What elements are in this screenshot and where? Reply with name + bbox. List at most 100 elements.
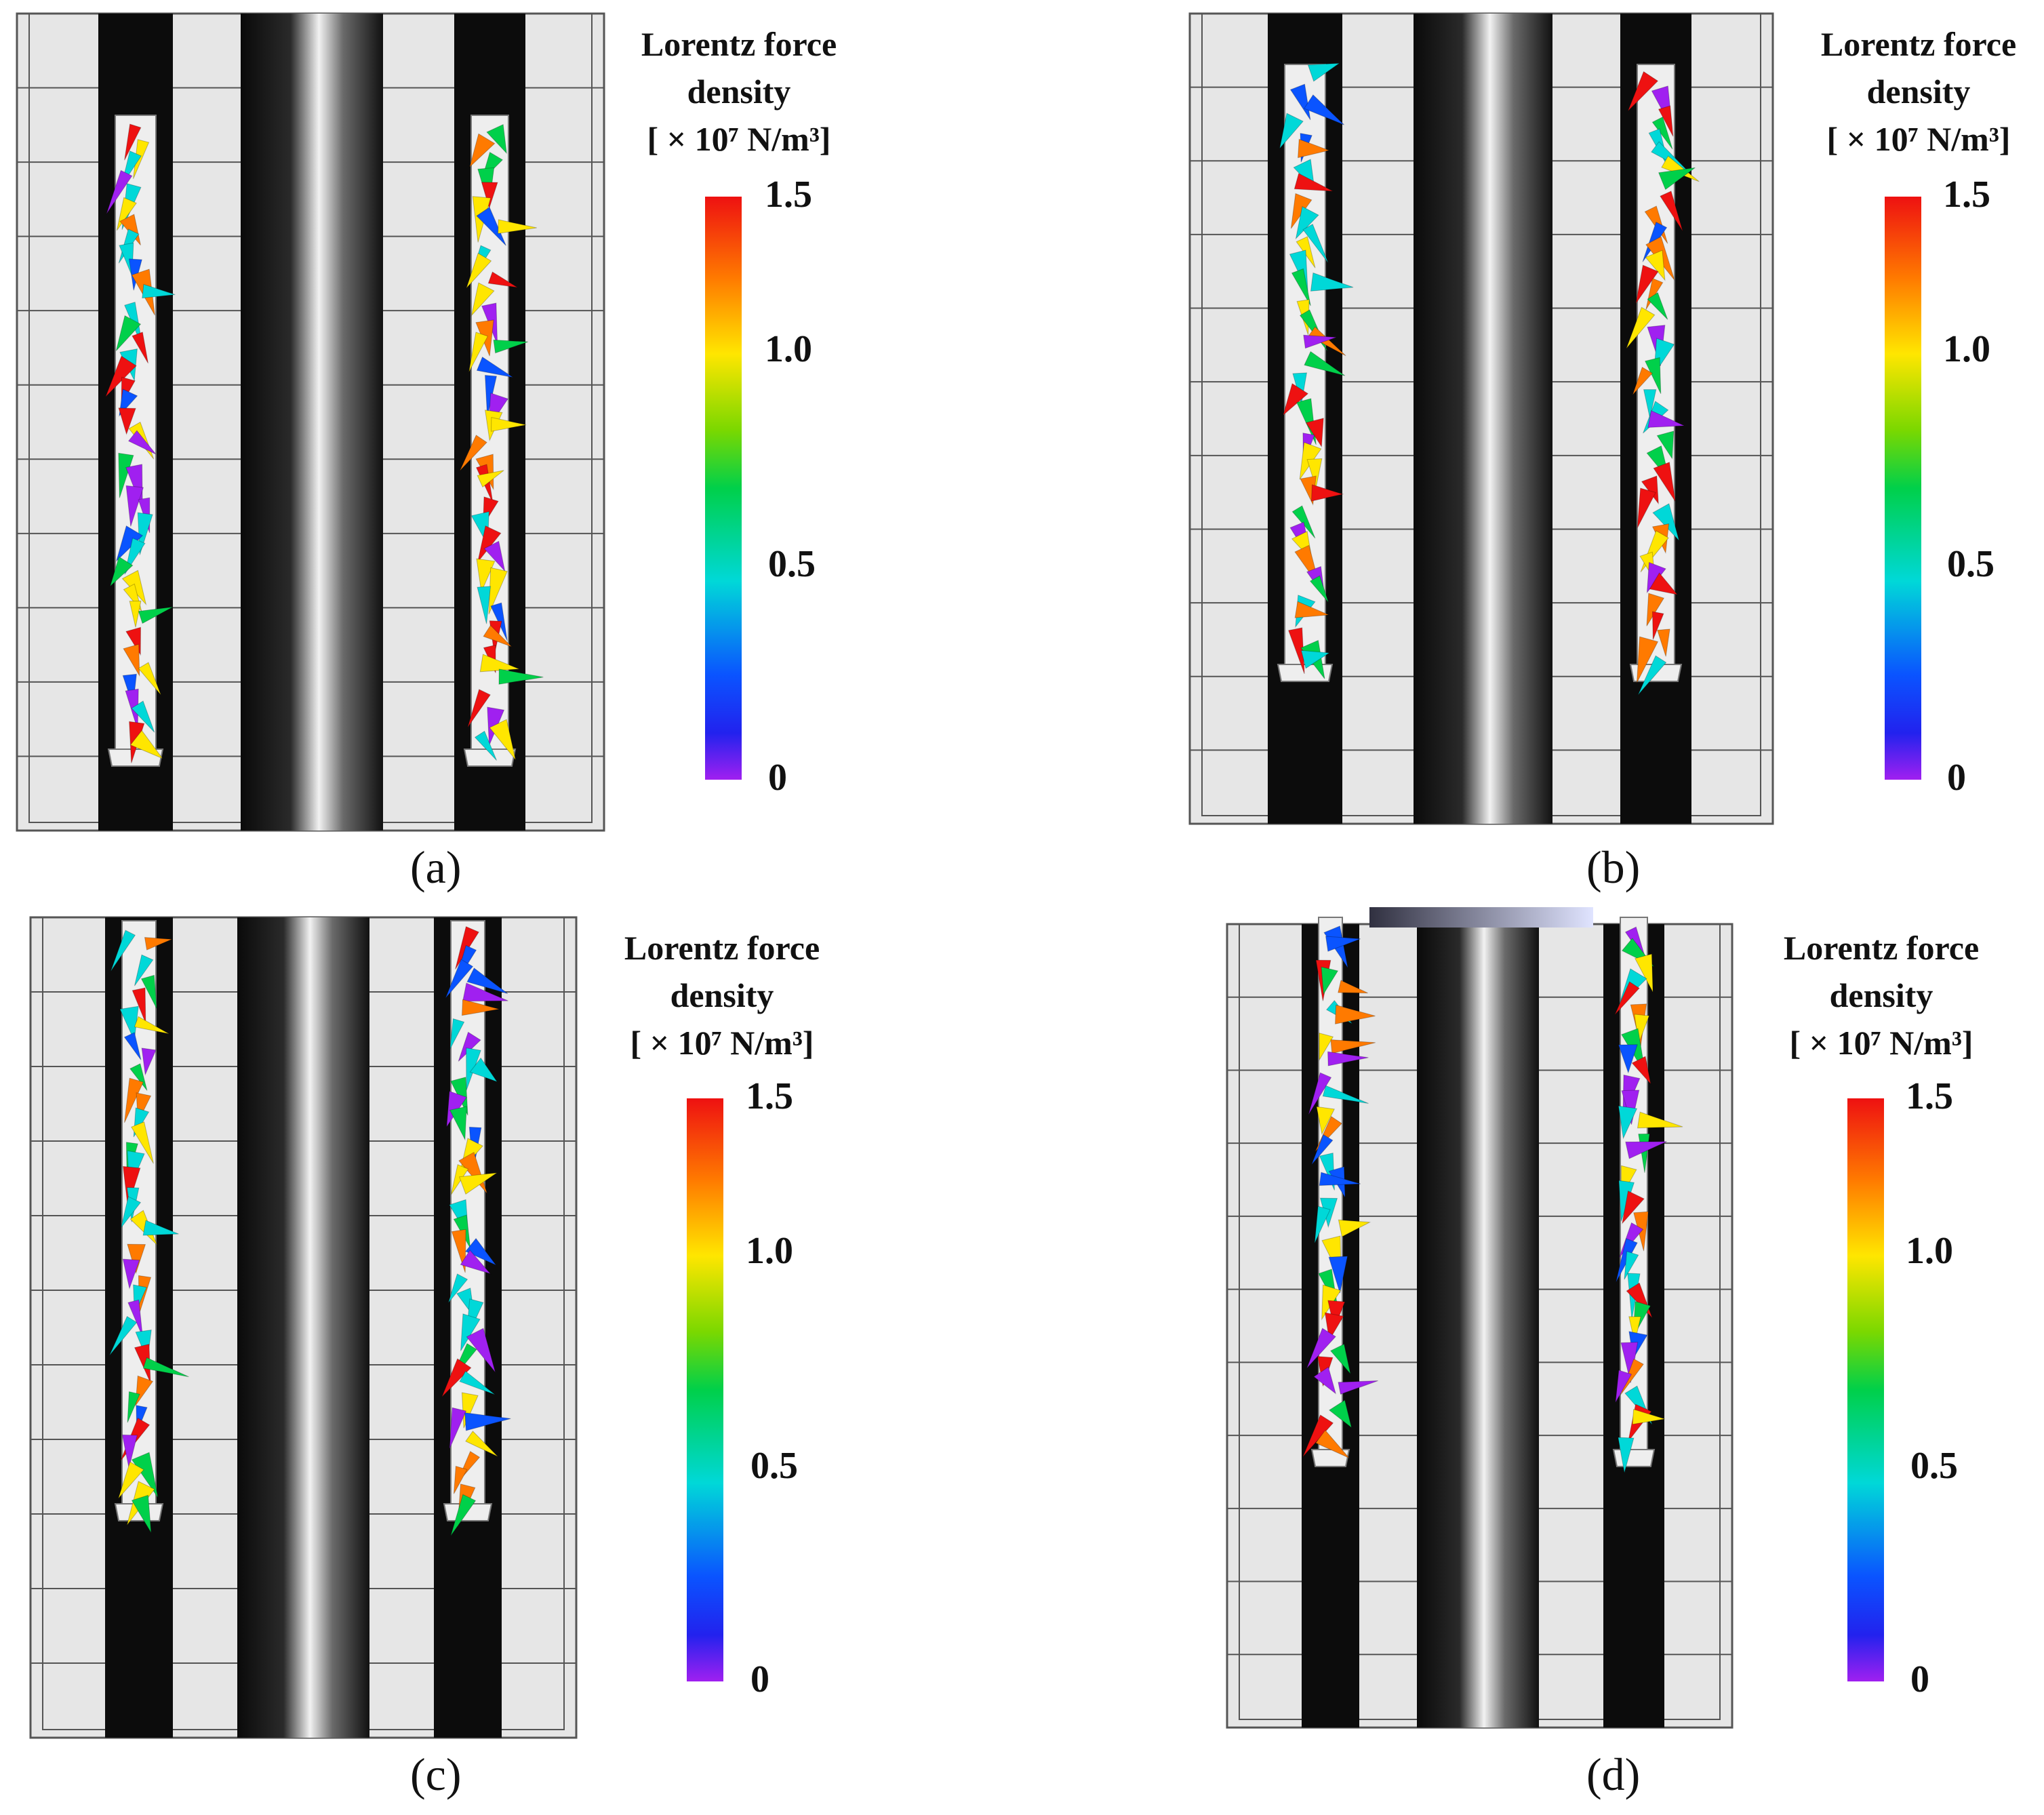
force-arrow xyxy=(1316,1106,1336,1136)
colorbar-tick: 1.0 xyxy=(746,1230,793,1272)
force-arrow xyxy=(1656,431,1675,460)
force-arrow xyxy=(1653,462,1676,502)
force-arrow xyxy=(449,1106,467,1141)
legend-title: density xyxy=(670,976,774,1014)
caption-d: (d) xyxy=(1586,1749,1641,1800)
panel-d: Lorentz force density [ × 10⁷ N/m³] 1.5 … xyxy=(1017,907,2044,1815)
force-arrow xyxy=(1338,1380,1378,1395)
force-arrow xyxy=(1303,94,1344,125)
force-arrow xyxy=(1297,138,1330,159)
force-arrow xyxy=(1658,105,1674,137)
force-arrow xyxy=(491,417,527,432)
force-arrow xyxy=(1279,113,1304,150)
colorbar-tick: 0 xyxy=(750,1658,769,1700)
slot-base xyxy=(1612,1449,1656,1467)
force-arrow xyxy=(1624,1251,1639,1280)
force-arrow xyxy=(1328,1399,1352,1429)
force-arrow xyxy=(125,485,144,527)
force-arrow xyxy=(470,282,495,317)
legend-title: density xyxy=(687,73,791,111)
colorbar-tick: 0.5 xyxy=(1947,543,1995,585)
force-arrow xyxy=(498,669,544,685)
force-arrow xyxy=(1305,418,1324,448)
force-arrow xyxy=(469,1057,498,1083)
colorbar-tick: 1.0 xyxy=(1906,1230,1953,1272)
force-arrow xyxy=(1327,1051,1369,1066)
legend-b: Lorentz force density [ × 10⁷ N/m³] xyxy=(1790,20,2044,163)
force-arrow xyxy=(1321,966,1339,995)
colorbar-b xyxy=(1885,197,1921,780)
force-arrow xyxy=(459,435,487,471)
legend-c: Lorentz force density [ × 10⁷ N/m³] xyxy=(593,924,851,1066)
force-arrow xyxy=(1644,357,1662,394)
force-arrow xyxy=(1618,1437,1635,1473)
force-arrow xyxy=(460,1250,492,1275)
force-arrow xyxy=(142,1220,179,1236)
force-arrow xyxy=(1631,1056,1651,1085)
force-arrow xyxy=(1319,1172,1361,1186)
colorbar-tick: 0.5 xyxy=(750,1445,798,1487)
force-arrow xyxy=(1302,223,1329,263)
force-arrow xyxy=(464,1412,511,1431)
force-arrow xyxy=(138,606,174,624)
force-arrow xyxy=(141,1048,157,1076)
force-arrow xyxy=(1628,1316,1641,1343)
force-arrow xyxy=(134,954,154,986)
force-arrow xyxy=(465,1431,498,1457)
force-arrow xyxy=(1310,484,1344,502)
force-arrow xyxy=(122,1165,141,1208)
force-arrow xyxy=(129,730,164,759)
force-arrow xyxy=(1651,611,1664,640)
force-arrow xyxy=(1657,629,1670,657)
force-arrow xyxy=(1304,351,1346,376)
force-arrow xyxy=(1303,334,1337,349)
colorbar-tick: 0.5 xyxy=(768,543,816,585)
colorbar-tick: 0 xyxy=(768,757,787,799)
force-arrow xyxy=(1282,383,1309,416)
colorbar-tick: 0 xyxy=(1947,757,1966,799)
force-arrow xyxy=(118,452,134,498)
simulation-view-a xyxy=(16,12,605,832)
force-arrow xyxy=(1625,1141,1667,1159)
force-arrow xyxy=(142,283,176,299)
legend-unit: [ × 10⁷ N/m³] xyxy=(1789,1024,1973,1062)
force-arrow xyxy=(1660,191,1683,232)
force-arrow xyxy=(1314,1205,1331,1243)
force-arrow xyxy=(476,558,496,593)
force-arrow xyxy=(466,1328,496,1373)
force-arrow xyxy=(121,1196,142,1228)
force-arrow xyxy=(447,1273,468,1303)
legend-title: Lorentz force xyxy=(1820,25,2017,63)
force-arrow xyxy=(1635,953,1654,993)
force-arrow xyxy=(1647,410,1685,428)
force-arrow xyxy=(1315,1429,1350,1458)
force-arrow xyxy=(1618,1105,1638,1140)
legend-unit: [ × 10⁷ N/m³] xyxy=(1826,120,2011,158)
legend-title: density xyxy=(1829,976,1933,1014)
force-arrow xyxy=(1338,980,1368,994)
force-arrow xyxy=(105,355,137,397)
force-arrow xyxy=(1325,936,1361,952)
force-arrow xyxy=(1308,326,1346,357)
force-arrow xyxy=(483,540,506,572)
simulation-view-c xyxy=(29,916,578,1739)
force-arrow xyxy=(1306,1328,1336,1369)
force-arrow xyxy=(132,332,148,364)
legend-title: density xyxy=(1866,73,1971,111)
caption-c: (c) xyxy=(410,1749,462,1800)
force-arrow xyxy=(1295,205,1319,240)
legend-unit: [ × 10⁷ N/m³] xyxy=(647,120,831,158)
force-arrow xyxy=(109,1315,138,1356)
force-arrow xyxy=(1294,173,1334,192)
force-arrow xyxy=(466,252,492,289)
force-arrow xyxy=(127,430,157,455)
force-arrow xyxy=(118,407,136,435)
caption-a: (a) xyxy=(410,841,462,893)
force-arrow xyxy=(1294,601,1329,618)
force-arrow xyxy=(1309,575,1329,603)
force-arrow xyxy=(1302,1414,1334,1457)
force-arrow xyxy=(1300,650,1330,669)
force-arrow xyxy=(1637,1111,1683,1129)
force-arrow xyxy=(483,624,512,647)
force-arrow xyxy=(1311,1134,1334,1165)
